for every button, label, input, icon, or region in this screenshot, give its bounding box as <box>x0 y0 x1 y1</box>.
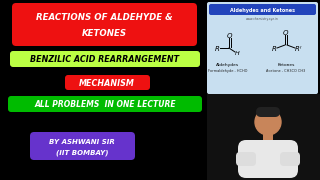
FancyBboxPatch shape <box>207 2 318 94</box>
FancyBboxPatch shape <box>238 140 298 178</box>
Text: ALL PROBLEMS  IN ONE LECTURE: ALL PROBLEMS IN ONE LECTURE <box>34 100 176 109</box>
FancyBboxPatch shape <box>209 4 316 15</box>
FancyBboxPatch shape <box>207 94 320 180</box>
FancyBboxPatch shape <box>12 3 197 46</box>
FancyBboxPatch shape <box>8 96 202 112</box>
FancyBboxPatch shape <box>10 51 200 67</box>
Text: www.chemistry.xyz.in: www.chemistry.xyz.in <box>246 17 279 21</box>
Circle shape <box>255 109 281 135</box>
Text: $O$: $O$ <box>282 28 290 37</box>
Text: $R$: $R$ <box>271 44 277 53</box>
FancyBboxPatch shape <box>30 132 135 160</box>
Text: Ketones: Ketones <box>277 63 295 67</box>
Text: Aldehydes and Ketones: Aldehydes and Ketones <box>230 8 295 12</box>
FancyBboxPatch shape <box>263 134 273 140</box>
Text: $R'$: $R'$ <box>294 44 302 54</box>
FancyBboxPatch shape <box>256 107 280 117</box>
Text: $O$: $O$ <box>226 30 234 39</box>
FancyBboxPatch shape <box>280 152 300 166</box>
Text: BENZILIC ACID REARRANGEMENT: BENZILIC ACID REARRANGEMENT <box>30 55 180 64</box>
FancyBboxPatch shape <box>65 75 150 90</box>
Text: MECHANISM: MECHANISM <box>79 78 135 87</box>
Text: Aldehydes: Aldehydes <box>216 63 240 67</box>
Text: REACTIONS OF ALDEHYDE &: REACTIONS OF ALDEHYDE & <box>36 12 172 21</box>
Text: (IIT BOMBAY): (IIT BOMBAY) <box>56 150 108 156</box>
Text: $H$: $H$ <box>234 49 240 57</box>
Text: KETONES: KETONES <box>81 28 127 37</box>
Text: $R$: $R$ <box>214 44 220 53</box>
Text: BY ASHWANI SIR: BY ASHWANI SIR <box>49 139 115 145</box>
Text: Formaldehyde - HCHO: Formaldehyde - HCHO <box>208 69 248 73</box>
Text: Acetone - CH3CO CH3: Acetone - CH3CO CH3 <box>266 69 306 73</box>
FancyBboxPatch shape <box>236 152 256 166</box>
